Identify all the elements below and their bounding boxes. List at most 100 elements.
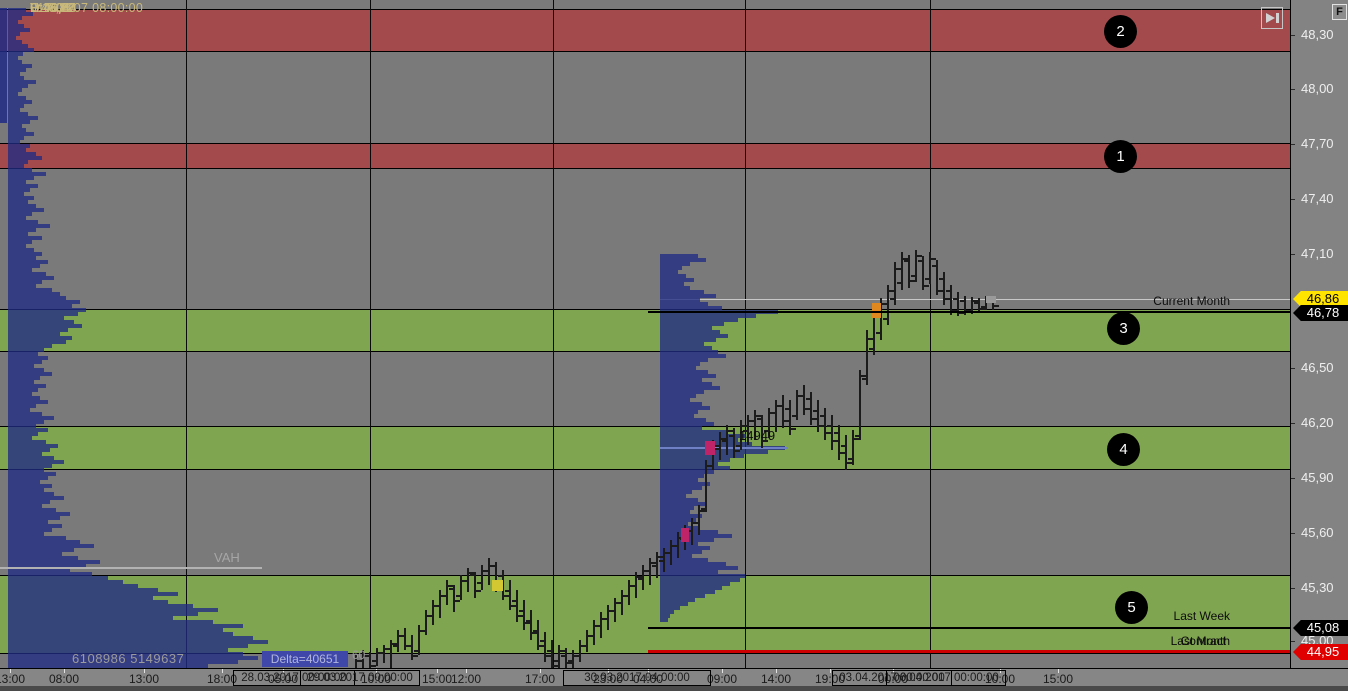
candle: [362, 650, 364, 668]
zone-circle-5[interactable]: 5: [1115, 591, 1148, 624]
price-axis[interactable]: F 48,30 48,00 47,70 47,40 47,10 46,50 46,20 45,…: [1290, 0, 1348, 668]
candle-open-tick: [470, 574, 474, 576]
left-volume-profile-bar: [8, 636, 253, 640]
candle: [642, 565, 644, 590]
session-volume-profile-bar: [660, 610, 674, 614]
time-tick-label: 18:00: [206, 672, 238, 686]
magenta-order-marker: [705, 441, 715, 455]
candle: [950, 285, 952, 315]
time-tick-mark: [10, 669, 11, 673]
zone-circle-4[interactable]: 4: [1107, 433, 1140, 466]
left-volume-profile-bar: [8, 120, 30, 124]
candle-close-tick: [924, 285, 929, 287]
left-volume-profile-bar: [8, 92, 18, 96]
candle-open-tick: [435, 605, 439, 607]
left-volume-profile-bar: [8, 648, 228, 652]
chart-area[interactable]: 017.04.07 08:00:00 O:46,84 H:46,87 L:46,82 C…: [0, 0, 1290, 668]
candle-open-tick: [918, 260, 922, 262]
candle: [369, 652, 371, 668]
zone-circle-3[interactable]: 3: [1107, 312, 1140, 345]
time-tick-label: 19:00: [814, 672, 846, 686]
price-tick-label: 47,40: [1301, 191, 1334, 206]
left-volume-profile-bar: [8, 48, 34, 52]
current-month-line: [648, 311, 1290, 313]
candle-open-tick: [960, 300, 964, 302]
candle-close-tick: [819, 425, 824, 427]
date-box: 28.03.2017 00:00:00: [233, 670, 355, 686]
candle-open-tick: [820, 415, 824, 417]
skip-to-latest-button[interactable]: [1261, 7, 1283, 29]
left-volume-profile-bar: [8, 56, 18, 60]
left-volume-profile-bar: [8, 280, 42, 284]
time-axis[interactable]: 13:0008:0013:0018:0005:0010:0015:0012:00…: [0, 668, 1348, 686]
left-volume-profile-bar: [8, 368, 44, 372]
play-triangle-icon: [1266, 13, 1275, 23]
candle-close-tick: [805, 408, 810, 410]
candle: [747, 415, 749, 445]
day-separator: [930, 0, 931, 668]
candle-open-tick: [925, 278, 929, 280]
zone-circle-2[interactable]: 2: [1104, 15, 1137, 48]
candle: [761, 415, 763, 448]
left-volume-profile-bar: [8, 516, 60, 520]
session-volume-profile-bar: [660, 482, 710, 486]
session-volume-profile-bar: [660, 590, 715, 594]
left-volume-profile-bar: [8, 568, 70, 572]
candle-open-tick: [904, 260, 908, 262]
left-volume-profile-bar: [8, 104, 24, 108]
bar-close: C:46,86: [30, 1, 76, 15]
session-volume-profile-bar: [660, 474, 704, 478]
session-volume-profile-bar: [660, 454, 744, 458]
candle-open-tick: [456, 595, 460, 597]
candle-close-tick: [812, 418, 817, 420]
session-volume-profile-bar: [660, 346, 712, 350]
session-volume-profile-bar: [660, 374, 716, 378]
left-volume-profile-bar: [8, 532, 44, 536]
left-volume-profile-bar: [8, 84, 28, 88]
candle: [565, 648, 567, 668]
candle-open-tick: [687, 530, 691, 532]
candle-open-tick: [554, 660, 558, 662]
time-tick-mark: [608, 669, 609, 673]
candle: [544, 632, 546, 662]
left-volume-profile-bar: [8, 448, 50, 452]
candle-close-tick: [392, 643, 397, 645]
left-volume-profile-bar: [8, 504, 42, 508]
time-tick-mark: [893, 669, 894, 673]
left-volume-profile-bar: [8, 488, 44, 492]
candle-open-tick: [827, 425, 831, 427]
candle: [390, 640, 392, 668]
candle: [453, 585, 455, 612]
current-month-label: Current Month: [1153, 294, 1230, 308]
time-tick-mark: [283, 669, 284, 673]
session-volume-profile-bar: [660, 458, 730, 462]
left-volume-profile-bar: [8, 576, 108, 580]
f-button[interactable]: F: [1332, 4, 1347, 20]
price-tick-label: 47,70: [1301, 136, 1334, 151]
left-volume-profile-bar: [8, 656, 258, 660]
session-volume-profile-bar: [660, 262, 690, 266]
candle-close-tick: [756, 415, 761, 417]
candle: [432, 600, 434, 625]
last-week-line: [648, 627, 1290, 629]
time-tick-label: 12:00: [450, 672, 482, 686]
candle-open-tick: [505, 590, 509, 592]
time-tick-mark: [466, 669, 467, 673]
left-volume-profile-bar: [8, 640, 268, 644]
zone-circle-1[interactable]: 1: [1104, 140, 1137, 173]
candle-open-tick: [358, 660, 362, 662]
candle-open-tick: [834, 432, 838, 434]
candle: [411, 635, 413, 660]
left-volume-profile-bar: [8, 124, 22, 128]
candle-close-tick: [735, 450, 740, 452]
candle-open-tick: [708, 465, 712, 467]
left-volume-profile-bar: [8, 28, 30, 32]
left-volume-profile-bar: [8, 556, 78, 560]
session-volume-profile-bar: [660, 422, 714, 426]
session-volume-profile-bar: [660, 322, 724, 326]
left-volume-profile-bar: [8, 188, 30, 192]
left-volume-profile-bar: [8, 380, 34, 384]
left-volume-profile-bar: [8, 68, 26, 72]
session-volume-profile-bar: [660, 574, 745, 578]
left-volume-profile-bar: [8, 376, 40, 380]
